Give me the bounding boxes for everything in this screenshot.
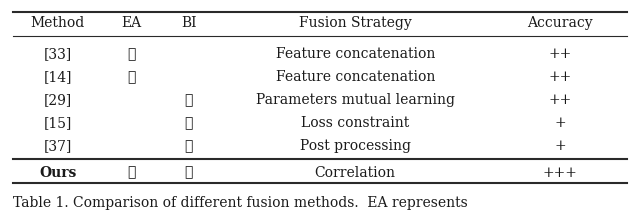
- Text: ++: ++: [548, 70, 572, 84]
- Text: Method: Method: [31, 16, 84, 30]
- Text: Table 1. Comparison of different fusion methods.  EA represents: Table 1. Comparison of different fusion …: [13, 196, 468, 210]
- Text: [29]: [29]: [44, 93, 72, 107]
- Text: +++: +++: [543, 166, 577, 179]
- Text: Post processing: Post processing: [300, 140, 411, 153]
- Text: BI: BI: [181, 16, 196, 30]
- Text: ✓: ✓: [184, 166, 193, 179]
- Text: ✓: ✓: [184, 93, 193, 107]
- Text: ++: ++: [548, 93, 572, 107]
- Text: ✓: ✓: [127, 70, 136, 84]
- Text: Feature concatenation: Feature concatenation: [275, 70, 435, 84]
- Text: ✓: ✓: [127, 47, 136, 61]
- Text: [15]: [15]: [44, 116, 72, 130]
- Text: [33]: [33]: [44, 47, 72, 61]
- Text: Correlation: Correlation: [315, 166, 396, 179]
- Text: Feature concatenation: Feature concatenation: [275, 47, 435, 61]
- Text: [14]: [14]: [44, 70, 72, 84]
- Text: Accuracy: Accuracy: [527, 16, 593, 30]
- Text: Parameters mutual learning: Parameters mutual learning: [256, 93, 454, 107]
- Text: ✓: ✓: [127, 166, 136, 179]
- Text: Fusion Strategy: Fusion Strategy: [299, 16, 412, 30]
- Text: ++: ++: [548, 47, 572, 61]
- Text: ✓: ✓: [184, 116, 193, 130]
- Text: ✓: ✓: [184, 140, 193, 153]
- Text: +: +: [554, 116, 566, 130]
- Text: [37]: [37]: [44, 140, 72, 153]
- Text: Ours: Ours: [39, 166, 76, 179]
- Text: EA: EA: [121, 16, 141, 30]
- Text: Loss constraint: Loss constraint: [301, 116, 410, 130]
- Text: +: +: [554, 140, 566, 153]
